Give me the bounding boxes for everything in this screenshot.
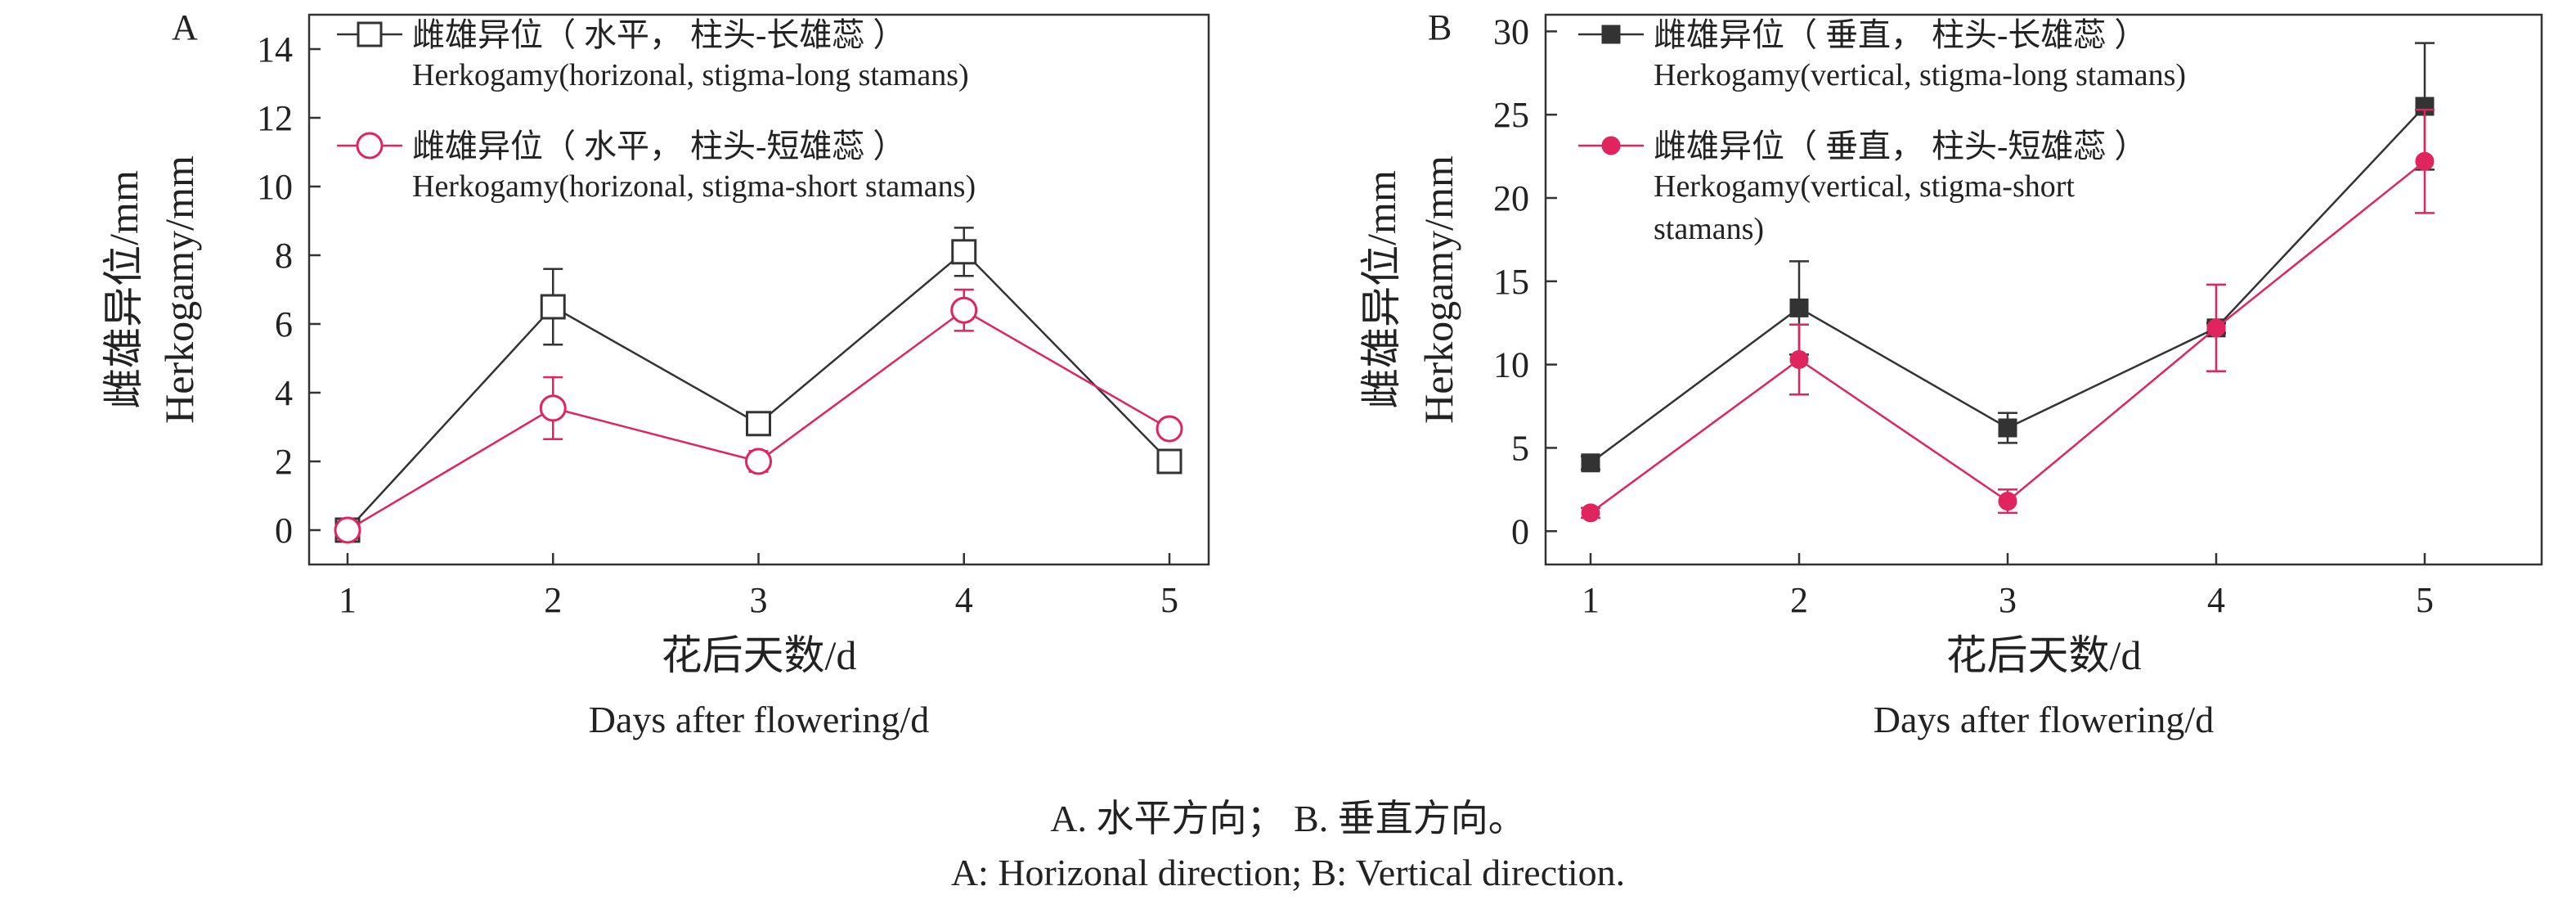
y-tick-label: 15 — [1493, 262, 1529, 302]
data-point — [1998, 418, 2017, 438]
legend-marker — [356, 132, 384, 160]
y-tick-label: 0 — [275, 510, 293, 551]
x-tick-label: 3 — [1999, 580, 2017, 620]
data-point — [1156, 448, 1183, 474]
x-axis-title-en: Days after flowering/d — [1874, 699, 2214, 740]
x-tick-label: 5 — [1160, 580, 1178, 620]
y-tick-label: 8 — [275, 236, 293, 276]
x-tick-label: 2 — [544, 580, 562, 620]
x-tick-label: 1 — [1582, 580, 1600, 620]
x-tick-label: 3 — [750, 580, 768, 620]
x-tick-label: 4 — [955, 580, 973, 620]
legend-label-zh: 雌雄异位（ 水平， 柱头-长雄蕊 ） — [412, 16, 905, 53]
x-tick-label: 1 — [339, 580, 357, 620]
series-line — [347, 250, 1170, 531]
y-tick-label: 2 — [275, 442, 293, 482]
legend-label-zh: 雌雄异位（ 水平， 柱头-短雄蕊 ） — [412, 128, 905, 164]
series-2 — [1581, 108, 2435, 523]
data-point — [1789, 350, 1809, 370]
y-axis-title-en: Herkogamy/mm — [1416, 155, 1461, 424]
chart-panel-b: B 0 5 10 15 20 25 30 1 2 3 4 5 雌雄异位/mm Herkogamy/mm 花后天… — [1358, 7, 2543, 740]
panel-letter: A — [172, 7, 198, 47]
legend-label-en: Herkogamy(horizonal, stigma-short staman… — [412, 169, 976, 204]
legend-label-en: stamans) — [1654, 212, 1764, 246]
figure-caption-zh: A. 水平方向； B. 垂直方向。 — [1050, 798, 1526, 839]
x-tick-label: 4 — [2207, 580, 2225, 620]
data-point — [2415, 151, 2435, 171]
data-point — [334, 516, 361, 544]
y-tick-label: 0 — [1511, 511, 1529, 551]
y-tick-label: 20 — [1493, 178, 1529, 218]
panel-letter: B — [1428, 7, 1452, 47]
data-point — [746, 411, 771, 437]
legend-label-en: Herkogamy(horizonal, stigma-long stamans… — [412, 58, 969, 92]
x-tick-label: 5 — [2416, 580, 2434, 620]
data-point — [745, 448, 772, 475]
y-axis-title-zh: 雌雄异位/mm — [101, 170, 146, 409]
data-point — [1581, 503, 1600, 523]
data-point — [1789, 298, 1809, 317]
figure-caption-en: A: Horizonal direction; B: Vertical dire… — [950, 852, 1626, 893]
data-point — [1998, 492, 2017, 511]
y-tick-label: 6 — [275, 304, 293, 344]
x-tick-label: 2 — [1790, 580, 1808, 620]
legend-label-zh: 雌雄异位（ 垂直， 柱头-长雄蕊 ） — [1654, 16, 2147, 53]
y-tick-label: 12 — [257, 98, 293, 138]
data-point — [951, 239, 977, 265]
y-axis-title-zh: 雌雄异位/mm — [1358, 170, 1404, 409]
data-point — [540, 294, 566, 320]
data-point — [539, 394, 567, 422]
y-tick-label: 14 — [257, 29, 293, 70]
y-tick-label: 10 — [1493, 345, 1529, 385]
y-axis-title-en: Herkogamy/mm — [156, 155, 202, 424]
y-tick-label: 4 — [275, 373, 293, 413]
y-tick-label: 30 — [1493, 11, 1529, 52]
legend-marker — [1601, 25, 1621, 44]
plot-frame — [1544, 13, 2543, 566]
legend-label-en: Herkogamy(vertical, stigma-short — [1654, 169, 2075, 204]
series-1 — [1581, 42, 2435, 473]
data-point — [950, 296, 978, 324]
legend-marker — [1601, 136, 1621, 155]
x-axis-title-zh: 花后天数/d — [1946, 632, 2142, 678]
x-axis-title-zh: 花后天数/d — [662, 632, 857, 678]
legend-label-en: Herkogamy(vertical, stigma-long stamans) — [1654, 58, 2186, 92]
series-1 — [334, 227, 1183, 543]
plot-frame — [307, 13, 1210, 566]
x-axis-title-en: Days after flowering/d — [589, 699, 929, 740]
y-tick-label: 10 — [257, 167, 293, 207]
y-tick-label: 5 — [1511, 428, 1529, 468]
y-tick-label: 25 — [1493, 95, 1529, 135]
legend-marker — [357, 21, 383, 47]
data-point — [1581, 453, 1600, 473]
legend-label-zh: 雌雄异位（ 垂直， 柱头-短雄蕊 ） — [1654, 128, 2147, 164]
data-point — [1156, 415, 1183, 443]
data-point — [2206, 318, 2226, 338]
series-2 — [334, 288, 1183, 544]
